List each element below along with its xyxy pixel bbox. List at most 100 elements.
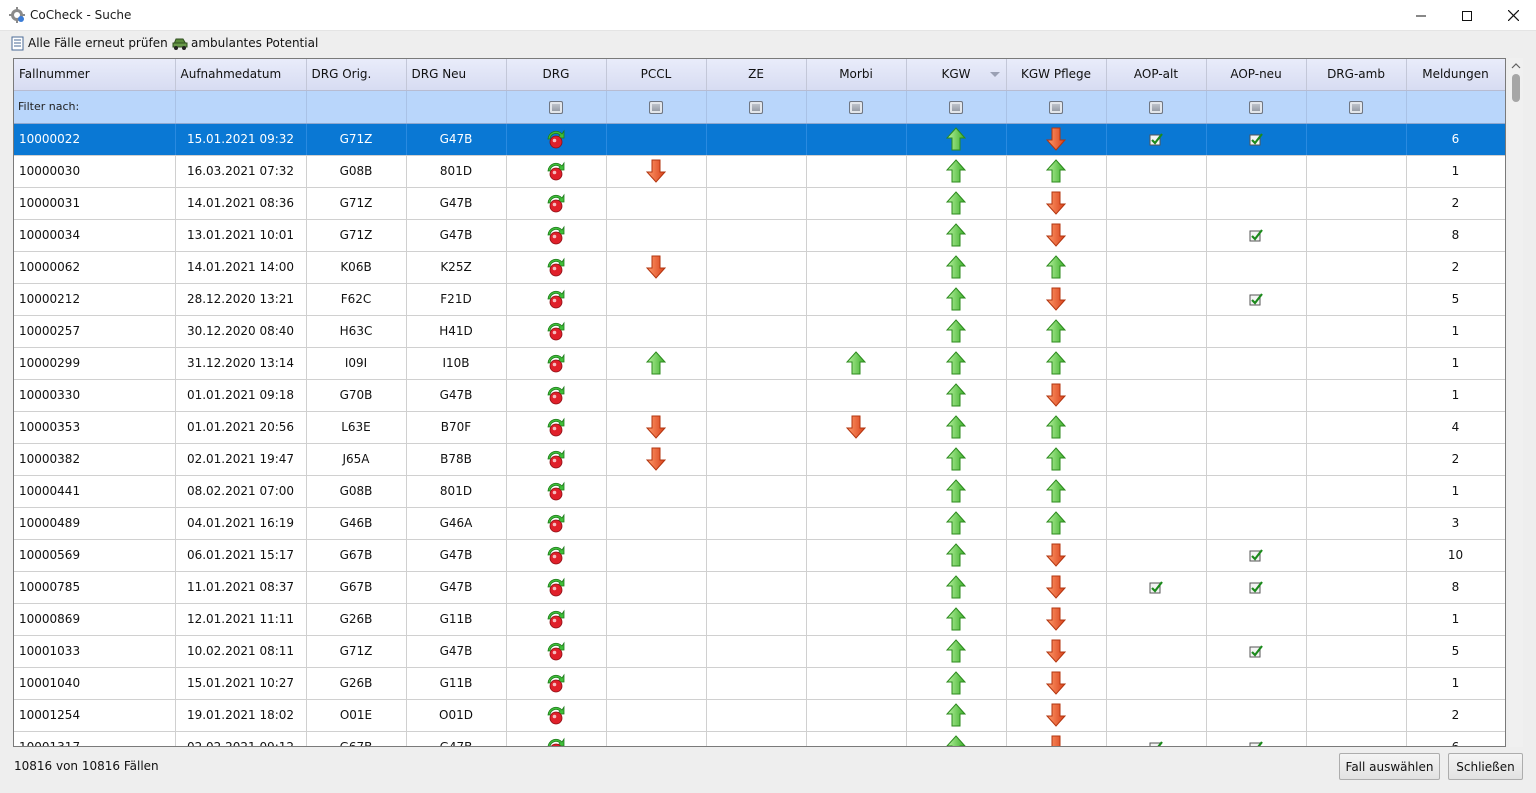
red-down-arrow-icon (1046, 191, 1066, 215)
table-row[interactable]: 10000489 04.01.2021 16:19 G46B G46A 3 (14, 507, 1505, 540)
column-header-ze[interactable]: ZE (706, 59, 807, 91)
filter-pccl-checkbox[interactable] (649, 100, 663, 114)
column-header-kgw-pflege[interactable]: KGW Pflege (1006, 59, 1107, 91)
drg-status-icon (547, 353, 565, 373)
minimize-button[interactable] (1398, 0, 1444, 31)
cell-ze (706, 283, 807, 316)
green-up-arrow-icon (1046, 415, 1066, 439)
green-checkmark-icon (1249, 741, 1263, 746)
column-header-aufnahmedatum[interactable]: Aufnahmedatum (175, 59, 307, 91)
cell-kgw-pflege (1006, 539, 1107, 572)
table-row[interactable]: 10000441 08.02.2021 07:00 G08B 801D 1 (14, 475, 1505, 508)
filter-aop-alt-checkbox[interactable] (1149, 100, 1163, 114)
table-row[interactable]: 10001033 10.02.2021 08:11 G71Z G47B 5 (14, 635, 1505, 668)
green-checkmark-icon (1249, 645, 1263, 658)
filter-drg-checkbox[interactable] (549, 100, 563, 114)
ambulant-potential-button[interactable]: ambulantes Potential (172, 34, 318, 52)
red-down-arrow-icon (646, 415, 666, 439)
column-header-drg-amb[interactable]: DRG-amb (1306, 59, 1407, 91)
cell-drg-orig: G08B (306, 475, 407, 508)
column-header-kgw[interactable]: KGW (906, 59, 1007, 91)
app-gear-icon (9, 7, 25, 23)
cell-drg (506, 507, 607, 540)
close-window-button[interactable] (1490, 0, 1536, 31)
cell-drg-orig: G67B (306, 731, 407, 746)
recheck-all-button[interactable]: Alle Fälle erneut prüfen (11, 34, 168, 52)
filter-aop-neu-checkbox[interactable] (1249, 100, 1263, 114)
cell-aop-neu (1206, 539, 1307, 572)
column-header-drg-neu[interactable]: DRG Neu (406, 59, 507, 91)
cell-morbi (806, 315, 907, 348)
column-header-pccl[interactable]: PCCL (606, 59, 707, 91)
filter-kgw-pflege-checkbox[interactable] (1049, 100, 1063, 114)
table-row[interactable]: 10000030 16.03.2021 07:32 G08B 801D 1 (14, 155, 1505, 188)
minimize-icon (1416, 15, 1426, 16)
cell-meldungen: 2 (1406, 443, 1505, 476)
green-up-arrow-icon (946, 447, 966, 471)
scroll-up-icon[interactable] (1509, 60, 1523, 72)
table-row[interactable]: 10000022 15.01.2021 09:32 G71Z G47B 6 (14, 123, 1505, 156)
table-row[interactable]: 10000034 13.01.2021 10:01 G71Z G47B 8 (14, 219, 1505, 252)
filter-morbi-checkbox[interactable] (849, 100, 863, 114)
table-row[interactable]: 10000353 01.01.2021 20:56 L63E B70F 4 (14, 411, 1505, 444)
cell-morbi (806, 283, 907, 316)
cell-drg-amb (1306, 731, 1407, 746)
red-down-arrow-icon (646, 447, 666, 471)
cell-aufnahmedatum: 04.01.2021 16:19 (175, 507, 307, 540)
cell-meldungen: 2 (1406, 187, 1505, 220)
cell-kgw-pflege (1006, 699, 1107, 732)
table-row[interactable]: 10000382 02.01.2021 19:47 J65A B78B 2 (14, 443, 1505, 476)
select-case-button[interactable]: Fall auswählen (1339, 753, 1440, 780)
cell-fallnummer: 10000441 (14, 475, 176, 508)
table-row[interactable]: 10001040 15.01.2021 10:27 G26B G11B 1 (14, 667, 1505, 700)
red-down-arrow-icon (1051, 735, 1061, 746)
maximize-button[interactable] (1444, 0, 1490, 31)
column-header-drg[interactable]: DRG (506, 59, 607, 91)
scrollbar-thumb[interactable] (1512, 74, 1520, 102)
close-button[interactable]: Schließen (1448, 753, 1523, 780)
filter-drg-amb-checkbox[interactable] (1349, 100, 1363, 114)
cell-drg (506, 731, 607, 746)
cell-drg-neu: G47B (406, 219, 507, 252)
cell-drg-amb (1306, 699, 1407, 732)
table-row[interactable]: 10001317 02.02.2021 09:12 G67B G47B 6 (14, 731, 1505, 746)
cell-aufnahmedatum: 13.01.2021 10:01 (175, 219, 307, 252)
column-header-meldungen[interactable]: Meldungen (1406, 59, 1505, 91)
cell-ze (706, 507, 807, 540)
table-row[interactable]: 10000299 31.12.2020 13:14 I09I I10B 1 (14, 347, 1505, 380)
drg-status-icon (547, 513, 565, 533)
red-down-arrow-icon (1046, 575, 1066, 599)
cell-kgw (906, 699, 1007, 732)
cell-drg-orig: O01E (306, 699, 407, 732)
green-checkmark-icon (1249, 581, 1263, 594)
cell-aufnahmedatum: 16.03.2021 07:32 (175, 155, 307, 188)
table-row[interactable]: 10001254 19.01.2021 18:02 O01E O01D 2 (14, 699, 1505, 732)
table-row[interactable]: 10000785 11.01.2021 08:37 G67B G47B 8 (14, 571, 1505, 604)
table-row[interactable]: 10000257 30.12.2020 08:40 H63C H41D 1 (14, 315, 1505, 348)
cell-ze (706, 187, 807, 220)
cell-kgw-pflege (1006, 667, 1107, 700)
table-row[interactable]: 10000330 01.01.2021 09:18 G70B G47B 1 (14, 379, 1505, 412)
table-row[interactable]: 10000031 14.01.2021 08:36 G71Z G47B 2 (14, 187, 1505, 220)
vertical-scrollbar[interactable] (1509, 58, 1523, 747)
filter-kgw-checkbox[interactable] (949, 100, 963, 114)
cell-meldungen: 8 (1406, 571, 1505, 604)
column-header-morbi[interactable]: Morbi (806, 59, 907, 91)
cell-aop-alt (1106, 667, 1207, 700)
cell-kgw (906, 571, 1007, 604)
cell-meldungen: 1 (1406, 603, 1505, 636)
table-row[interactable]: 10000212 28.12.2020 13:21 F62C F21D 5 (14, 283, 1505, 316)
column-header-fallnummer[interactable]: Fallnummer (14, 59, 176, 91)
column-header-aop-alt[interactable]: AOP-alt (1106, 59, 1207, 91)
column-header-drg-orig[interactable]: DRG Orig. (306, 59, 407, 91)
column-header-aop-neu[interactable]: AOP-neu (1206, 59, 1307, 91)
table-row[interactable]: 10000569 06.01.2021 15:17 G67B G47B 10 (14, 539, 1505, 572)
filter-ze-checkbox[interactable] (749, 100, 763, 114)
cell-drg-amb (1306, 379, 1407, 412)
close-icon (1507, 10, 1519, 21)
table-row[interactable]: 10000869 12.01.2021 11:11 G26B G11B 1 (14, 603, 1505, 636)
table-row[interactable]: 10000062 14.01.2021 14:00 K06B K25Z 2 (14, 251, 1505, 284)
cell-fallnummer: 10000062 (14, 251, 176, 284)
cell-morbi (806, 347, 907, 380)
filter-cell-morbi (806, 90, 907, 124)
